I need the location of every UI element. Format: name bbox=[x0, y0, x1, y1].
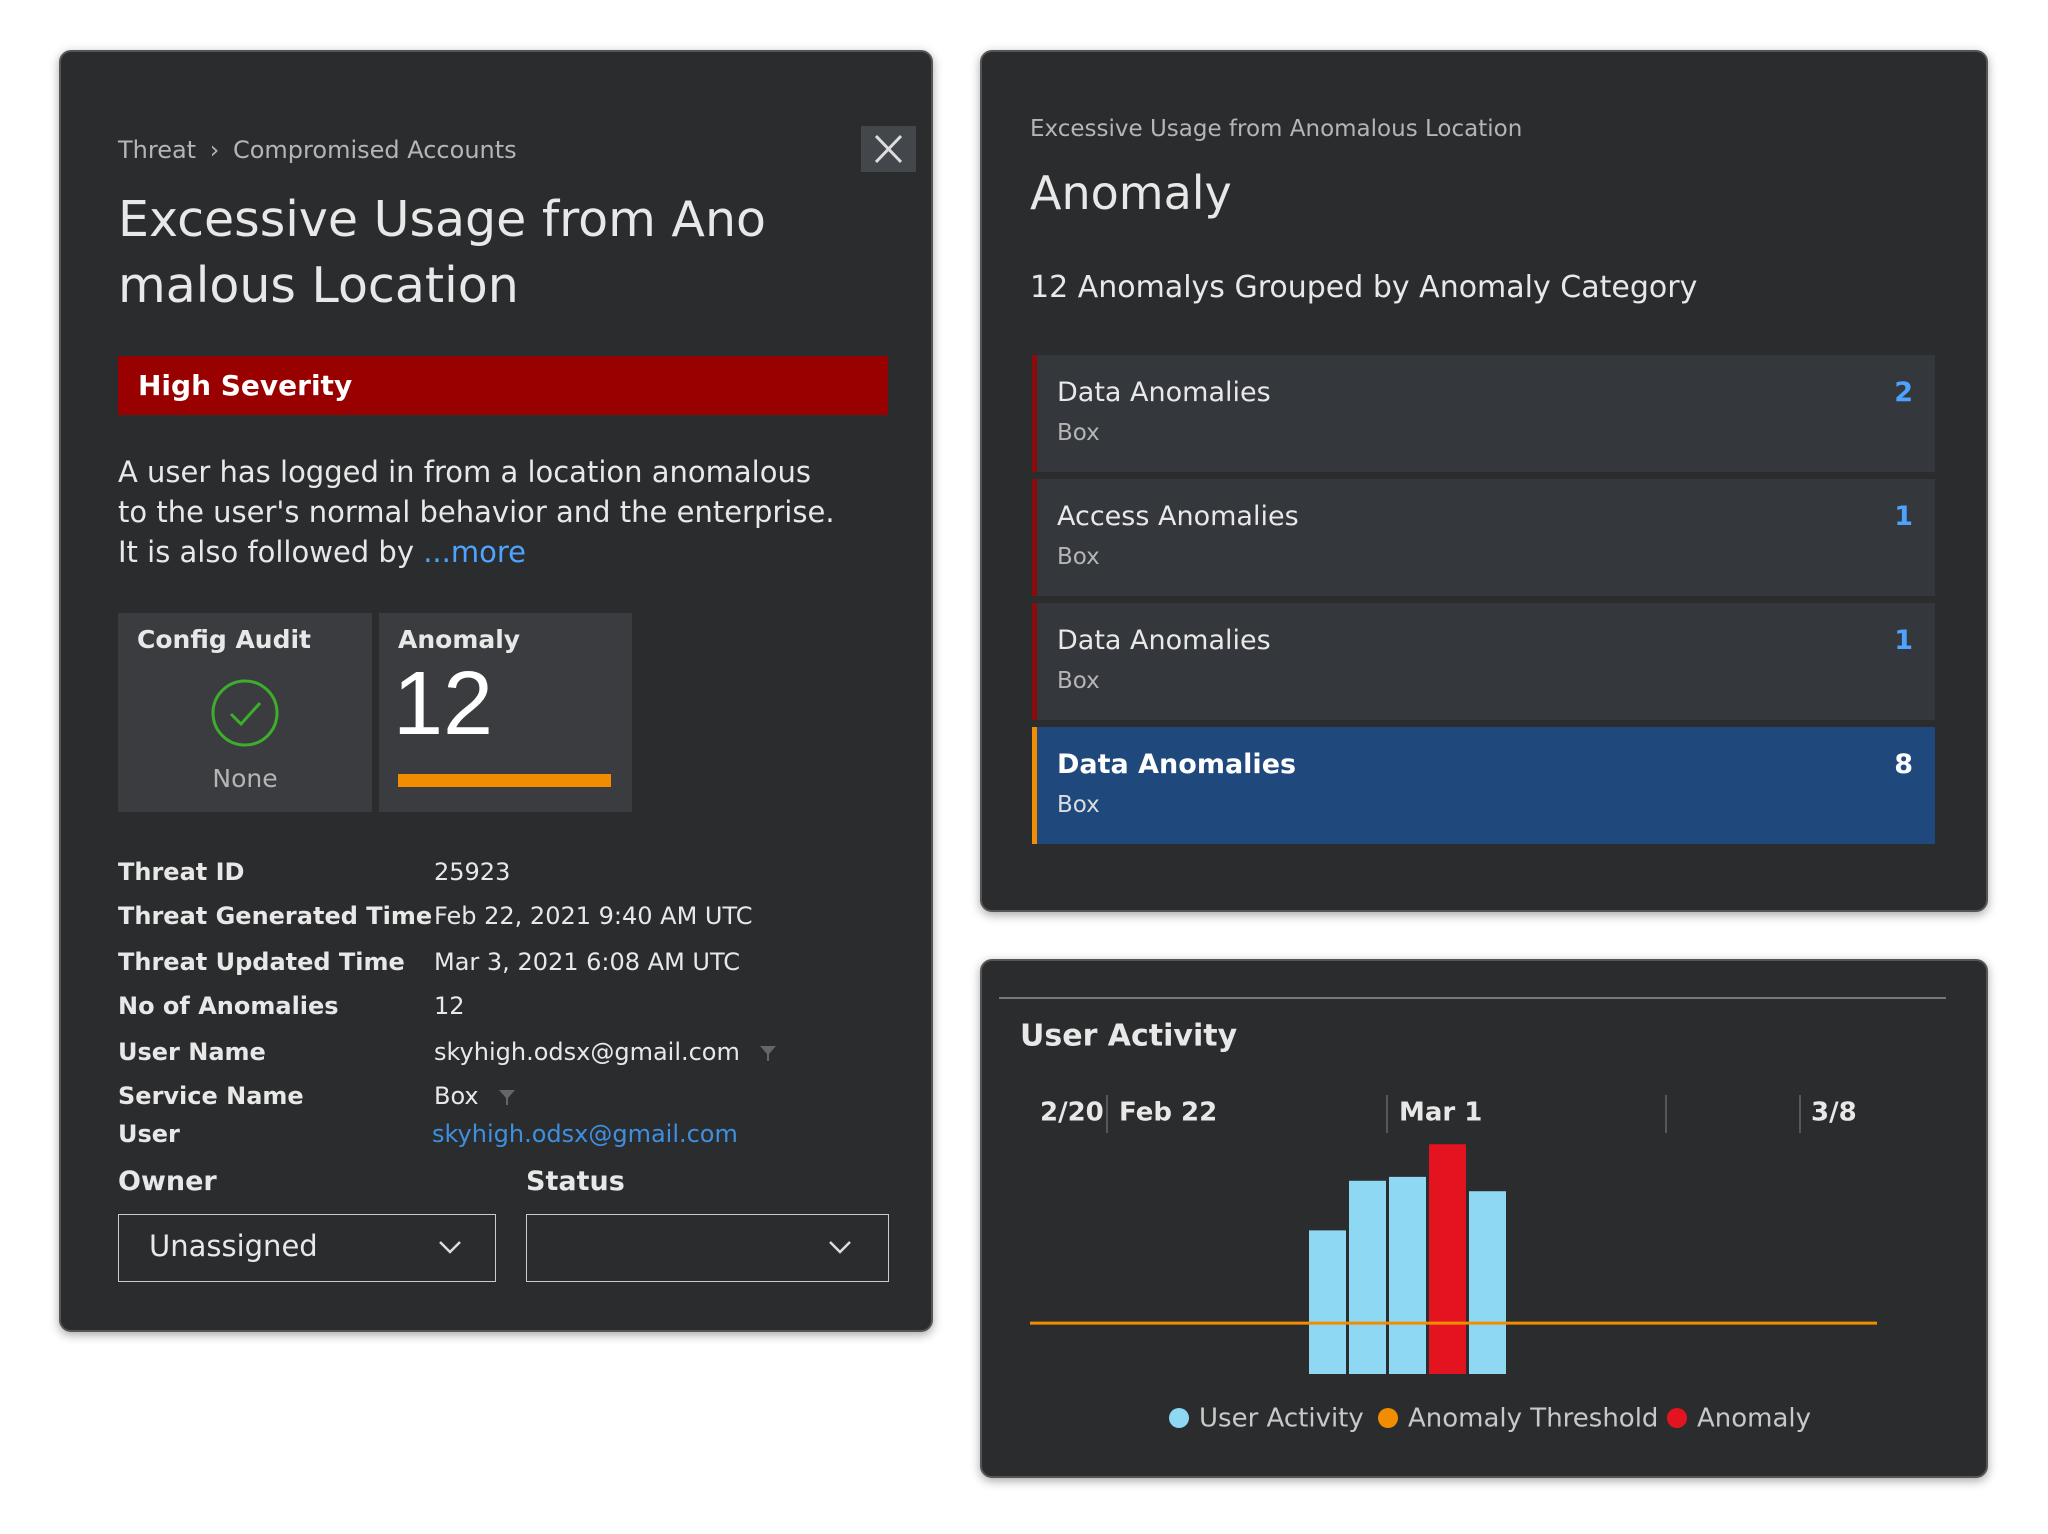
field-value: Box bbox=[434, 1082, 517, 1110]
check-icon bbox=[211, 679, 279, 747]
group-name: Access Anomalies bbox=[1057, 501, 1299, 532]
close-button[interactable] bbox=[861, 126, 916, 172]
legend-label: Anomaly bbox=[1697, 1404, 1811, 1434]
group-service: Box bbox=[1057, 668, 1100, 694]
panel-title: Anomaly bbox=[1030, 166, 1232, 220]
owner-dropdown[interactable]: Unassigned bbox=[118, 1214, 496, 1282]
anomaly-bar bbox=[398, 774, 611, 787]
status-label: Status bbox=[526, 1166, 625, 1197]
legend-swatch bbox=[1667, 1408, 1687, 1428]
field-value-text: 25923 bbox=[434, 858, 511, 886]
x-axis-label: Feb 22 bbox=[1119, 1098, 1217, 1128]
panel-heading: 12 Anomalys Grouped by Anomaly Category bbox=[1030, 270, 1698, 305]
field-label: Threat Updated Time bbox=[118, 948, 405, 976]
more-link[interactable]: ...more bbox=[423, 535, 526, 569]
group-count: 1 bbox=[1894, 625, 1913, 656]
anomaly-group-row[interactable]: Data Anomalies Box 8 bbox=[1032, 727, 1935, 844]
chart-title: User Activity bbox=[1020, 1019, 1238, 1054]
field-value: 25923 bbox=[434, 858, 510, 886]
tile-label: Config Audit bbox=[137, 625, 312, 654]
field-value-text: Feb 22, 2021 9:40 AM UTC bbox=[434, 902, 753, 930]
bar bbox=[1349, 1180, 1386, 1374]
chevron-icon bbox=[439, 1241, 461, 1254]
field-value-text[interactable]: skyhigh.odsx@gmail.com bbox=[432, 1120, 738, 1148]
group-service: Box bbox=[1057, 544, 1100, 570]
field-value: Feb 22, 2021 9:40 AM UTC bbox=[434, 902, 752, 930]
legend-label: User Activity bbox=[1199, 1404, 1364, 1434]
anomaly-count: 12 bbox=[393, 654, 494, 754]
group-count: 8 bbox=[1894, 749, 1913, 780]
legend-swatch bbox=[1169, 1408, 1189, 1428]
severity-banner: High Severity bbox=[118, 356, 888, 415]
config-audit-tile[interactable]: Config Audit None bbox=[118, 613, 372, 812]
owner-label: Owner bbox=[118, 1166, 217, 1197]
field-label: Service Name bbox=[118, 1082, 304, 1110]
close-icon bbox=[874, 134, 903, 164]
field-value-text: skyhigh.odsx@gmail.com bbox=[434, 1038, 740, 1066]
field-value-text: Mar 3, 2021 6:08 AM UTC bbox=[434, 948, 740, 976]
field-label: Threat Generated Time bbox=[118, 902, 433, 930]
panel-subtitle: Excessive Usage from Anomalous Location bbox=[1030, 116, 1523, 142]
group-service: Box bbox=[1057, 792, 1100, 818]
chevron-icon bbox=[829, 1241, 851, 1254]
group-service: Box bbox=[1057, 420, 1100, 446]
breadcrumb: Threat › Compromised Accounts bbox=[118, 136, 517, 164]
bar bbox=[1309, 1230, 1346, 1374]
field-value-text: Box bbox=[434, 1082, 479, 1110]
anomaly-group-row[interactable]: Data Anomalies Box 2 bbox=[1032, 355, 1935, 472]
group-count: 2 bbox=[1894, 377, 1913, 408]
field-label: Threat ID bbox=[118, 858, 245, 886]
anomaly-group-row[interactable]: Data Anomalies Box 1 bbox=[1032, 603, 1935, 720]
threat-title: Excessive Usage from Anomalous Location bbox=[118, 191, 766, 314]
filter-icon[interactable] bbox=[758, 1043, 778, 1063]
field-label: No of Anomalies bbox=[118, 992, 339, 1020]
legend-label: Anomaly Threshold bbox=[1408, 1404, 1658, 1434]
bar bbox=[1429, 1144, 1466, 1374]
legend-swatch bbox=[1378, 1408, 1398, 1428]
anomaly-group-row[interactable]: Access Anomalies Box 1 bbox=[1032, 479, 1935, 596]
anomaly-tile[interactable]: Anomaly 12 bbox=[379, 613, 632, 812]
tile-status: None bbox=[212, 764, 278, 793]
breadcrumb-item[interactable]: Threat bbox=[118, 136, 197, 164]
field-label: User bbox=[118, 1120, 180, 1148]
group-name: Data Anomalies bbox=[1057, 625, 1271, 656]
threat-detail-panel: Threat › Compromised Accounts Excessive … bbox=[59, 50, 933, 1332]
x-axis-label: 2/20 bbox=[1040, 1098, 1104, 1128]
description: A user has logged in from a location ano… bbox=[118, 452, 848, 572]
description-text: A user has logged in from a location ano… bbox=[118, 455, 835, 569]
field-value-text: 12 bbox=[434, 992, 465, 1020]
group-count: 1 bbox=[1894, 501, 1913, 532]
field-value: skyhigh.odsx@gmail.com bbox=[434, 1038, 778, 1066]
bar bbox=[1389, 1176, 1426, 1374]
status-dropdown[interactable] bbox=[526, 1214, 889, 1282]
breadcrumb-item[interactable]: Compromised Accounts bbox=[232, 136, 517, 164]
field-value[interactable]: skyhigh.odsx@gmail.com bbox=[432, 1120, 738, 1148]
group-name: Data Anomalies bbox=[1057, 377, 1271, 408]
bar bbox=[1469, 1191, 1506, 1374]
tile-label: Anomaly bbox=[398, 625, 521, 654]
field-label: User Name bbox=[118, 1038, 266, 1066]
anomaly-panel: Excessive Usage from Anomalous Location … bbox=[980, 50, 1988, 912]
owner-value: Unassigned bbox=[149, 1229, 318, 1263]
field-value: Mar 3, 2021 6:08 AM UTC bbox=[434, 948, 740, 976]
filter-icon[interactable] bbox=[497, 1087, 517, 1107]
x-axis-label: 3/8 bbox=[1811, 1098, 1857, 1128]
group-name: Data Anomalies bbox=[1057, 749, 1297, 780]
field-value: 12 bbox=[434, 992, 465, 1020]
x-axis-label: Mar 1 bbox=[1399, 1098, 1482, 1128]
